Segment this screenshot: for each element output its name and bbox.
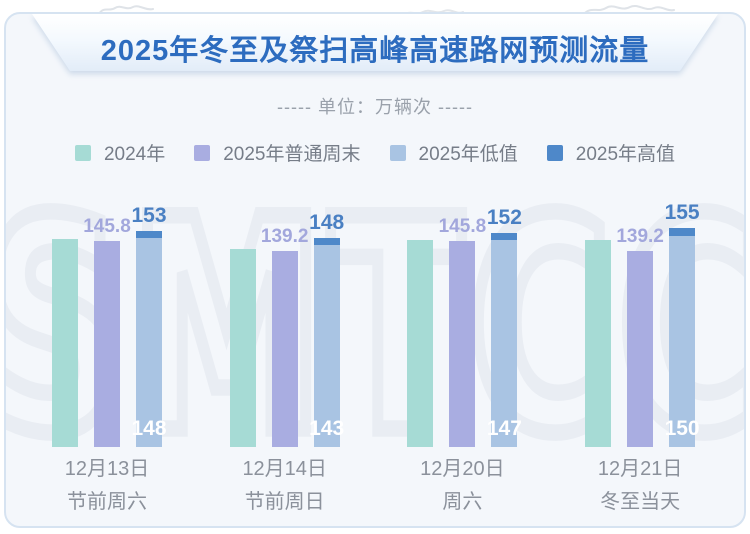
- title-banner-shape: 2025年冬至及祭扫高峰高速路网预测流量: [32, 14, 718, 71]
- bar-2025-range: 148 143: [309, 212, 344, 447]
- legend-label: 2025年普通周末: [223, 144, 361, 165]
- bar-2025-high-cap: [313, 238, 340, 246]
- bar-2025-low: 143: [309, 245, 344, 447]
- bar-2025-low: 148: [131, 238, 167, 447]
- legend-label: 2024年: [103, 144, 166, 165]
- value-label-high: 153: [131, 204, 167, 228]
- legend-item-2025-weekend: 2025年普通周末: [194, 139, 361, 166]
- decorative-squiggle-right: [583, 5, 675, 15]
- bar-2025-weekend: 139.2: [261, 227, 308, 447]
- value-label-high: 155: [664, 201, 700, 225]
- bar-cluster: 145.8 153 148: [52, 205, 167, 447]
- category-date: 12月21日: [597, 458, 683, 480]
- title-banner: 2025年冬至及祭扫高峰高速路网预测流量: [32, 14, 718, 71]
- bar-2024: [407, 239, 434, 447]
- bar-cluster: 139.2 148 143: [229, 212, 344, 447]
- bar-2025-low: 147: [487, 239, 522, 447]
- bar-2025-range: 152 147: [487, 207, 522, 447]
- value-label-low: 143: [309, 417, 345, 440]
- bar-group: 145.8 153 148 12月13日 节前周六: [52, 205, 167, 519]
- bar-2025-weekend: 145.8: [439, 217, 486, 447]
- bar-cluster: 139.2 155 150: [585, 202, 700, 447]
- bar-cluster: 145.8 152 147: [407, 207, 522, 447]
- value-label-low: 148: [131, 417, 167, 440]
- bar-2024: [52, 239, 78, 447]
- value-label-low: 150: [664, 417, 700, 440]
- category-label: 12月20日 周六: [407, 453, 517, 519]
- value-label-high: 152: [486, 205, 522, 229]
- decorative-squiggle-left: [98, 5, 154, 15]
- value-label-low: 147: [486, 417, 522, 440]
- bar-2025-weekend: 145.8: [83, 217, 131, 447]
- category-desc: 节前周六: [67, 491, 147, 513]
- unit-label: ----- 单位：万辆次 -----: [277, 97, 473, 117]
- category-date: 12月20日: [420, 458, 505, 480]
- value-label-weekend: 139.2: [616, 225, 664, 247]
- legend-swatch-2025-weekend: [194, 144, 211, 161]
- category-desc: 周六: [442, 491, 483, 513]
- legend-item-2025-high: 2025年高值: [546, 139, 676, 166]
- category-desc: 节前周日: [244, 491, 325, 513]
- bar-group: 139.2 148 143 12月14日 节前周日: [229, 212, 344, 519]
- page-title: 2025年冬至及祭扫高峰高速路网预测流量: [100, 34, 650, 67]
- bar-2024: [229, 248, 256, 447]
- bar-2025-range: 155 150: [665, 202, 700, 447]
- bar-2025-high-cap: [491, 232, 518, 240]
- bar-chart: 145.8 153 148 12月13日 节前周六: [6, 14, 744, 526]
- bar-2025-high-cap: [136, 231, 162, 239]
- category-label: 12月14日 节前周日: [230, 453, 340, 519]
- value-label-high: 148: [309, 211, 345, 235]
- category-label: 12月13日 节前周六: [52, 453, 162, 519]
- legend-label: 2025年低值: [418, 144, 518, 165]
- bar-group: 145.8 152 147 12月20日 周六: [407, 207, 522, 519]
- legend-swatch-2024: [74, 144, 91, 161]
- legend-item-2024: 2024年: [74, 139, 166, 166]
- category-label: 12月21日 冬至当天: [585, 453, 695, 519]
- legend-swatch-2025-low: [389, 144, 406, 161]
- bar-group: 139.2 155 150 12月21日 冬至当天: [585, 202, 700, 519]
- value-label-weekend: 139.2: [260, 225, 309, 247]
- legend: 2024年 2025年普通周末 2025年低值 2025年高值: [6, 139, 744, 166]
- bar-2025-weekend: 139.2: [616, 227, 664, 447]
- category-date: 12月14日: [242, 458, 327, 480]
- legend-label: 2025年高值: [575, 144, 676, 165]
- category-date: 12月13日: [64, 458, 150, 480]
- bar-2025-range: 153 148: [131, 205, 167, 447]
- legend-item-2025-low: 2025年低值: [389, 139, 518, 166]
- chart-card: SMTCC 2025年冬至及祭扫高峰高速路网预测流量 ----- 单位：万辆次 …: [4, 12, 746, 528]
- bar-2025-low: 150: [665, 235, 700, 447]
- legend-swatch-2025-high: [546, 144, 563, 161]
- category-desc: 冬至当天: [600, 491, 681, 513]
- bar-2024: [585, 240, 612, 447]
- value-label-weekend: 145.8: [438, 216, 487, 238]
- bar-2025-high-cap: [669, 228, 696, 236]
- value-label-weekend: 145.8: [83, 216, 131, 238]
